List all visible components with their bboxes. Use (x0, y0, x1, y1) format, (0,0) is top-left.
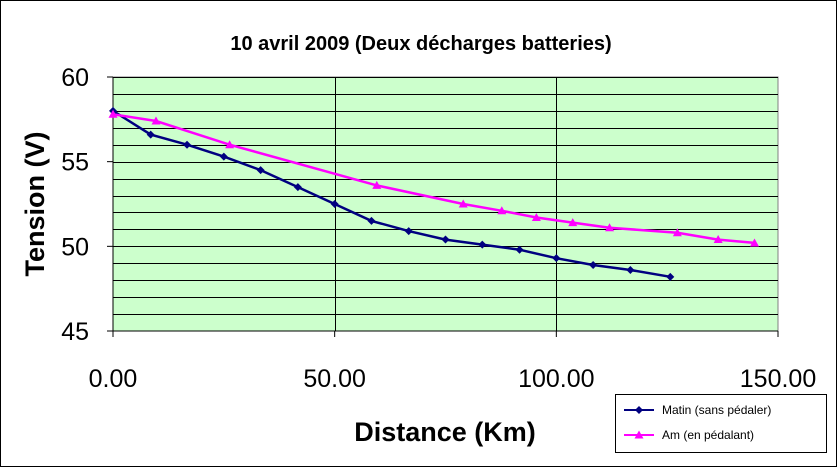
data-point-1 (497, 206, 507, 215)
legend-label-matin: Matin (sans pédaler) (662, 403, 772, 417)
data-point-1 (568, 218, 578, 227)
y-tick-label: 50 (61, 233, 89, 261)
x-tick-label: 150.00 (740, 365, 816, 393)
data-point-1 (605, 223, 615, 232)
data-point-1 (225, 140, 235, 149)
data-point-0 (589, 260, 598, 269)
x-tick-label: 100.00 (518, 365, 594, 393)
legend-item-am: Am (en pédalant) (622, 425, 822, 445)
legend-swatch-am (624, 430, 654, 439)
data-point-0 (404, 227, 413, 236)
data-point-1 (372, 180, 382, 189)
data-point-0 (515, 245, 524, 254)
data-point-0 (219, 152, 228, 161)
data-point-1 (672, 228, 682, 237)
legend-label-am: Am (en pédalant) (662, 428, 755, 442)
data-point-0 (183, 140, 192, 149)
data-point-0 (330, 200, 339, 208)
x-tick-label: 0.00 (89, 365, 138, 393)
x-axis-title: Distance (Km) (354, 417, 536, 447)
data-point-0 (256, 166, 265, 175)
legend-item-matin: Matin (sans pédaler) (622, 400, 822, 420)
series-line-0 (112, 109, 671, 279)
y-tick-label: 45 (61, 318, 89, 346)
data-point-1 (713, 235, 723, 244)
chart-title: 10 avril 2009 (Deux décharges batteries) (230, 33, 611, 55)
data-point-0 (146, 130, 155, 139)
data-point-0 (293, 183, 302, 192)
series-line-1 (112, 113, 755, 245)
data-point-0 (478, 240, 487, 249)
data-point-1 (151, 116, 161, 125)
data-point-1 (108, 109, 118, 118)
plot-area: 45 50 55 60 0.00 50.00 100.00 150.00 (61, 64, 816, 393)
data-point-1 (750, 238, 760, 247)
y-axis-title: Tension (V) (20, 132, 50, 277)
data-point-0 (552, 254, 561, 263)
legend-swatch-matin (624, 406, 654, 414)
data-point-0 (441, 235, 450, 244)
data-point-0 (367, 216, 376, 225)
data-point-1 (458, 199, 468, 208)
data-point-1 (531, 213, 541, 222)
y-tick-label: 55 (61, 149, 89, 177)
data-point-0 (626, 266, 635, 275)
legend: Matin (sans pédaler) Am (en pédalant) (615, 394, 827, 453)
plot-background (112, 76, 779, 332)
data-point-0 (666, 272, 675, 281)
x-tick-label: 50.00 (303, 365, 366, 393)
y-tick-label: 60 (61, 64, 89, 92)
